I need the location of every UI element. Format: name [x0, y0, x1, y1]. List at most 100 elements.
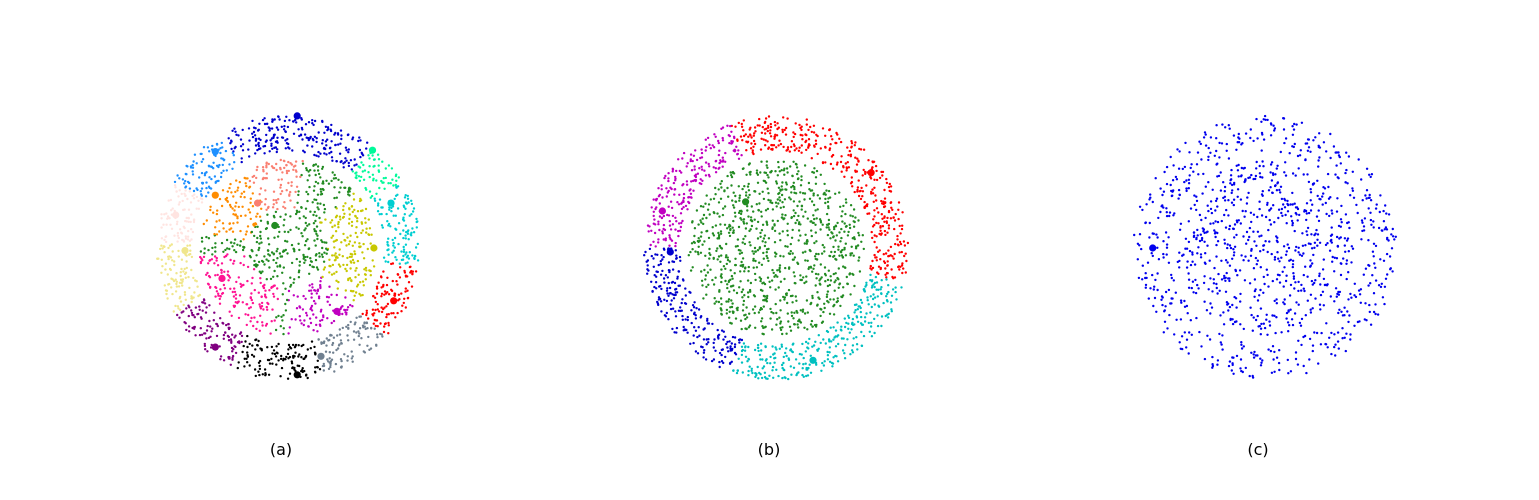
point-p2-c0-349 — [1260, 214, 1264, 217]
point-p1-c4-375 — [832, 255, 835, 258]
point-p0-c9-33 — [384, 167, 387, 170]
point-p2-c0-826 — [1293, 122, 1296, 126]
point-p2-c0-706 — [1346, 310, 1349, 313]
point-p1-c3-253 — [831, 362, 835, 365]
point-p1-c0-317 — [765, 127, 768, 130]
point-p2-c0-98 — [1172, 214, 1175, 217]
point-p0-c6-63 — [339, 339, 343, 342]
point-p1-c1-191 — [740, 154, 743, 157]
point-p0-c3-38 — [183, 267, 186, 271]
point-p2-c0-629 — [1214, 235, 1217, 239]
point-p2-c0-736 — [1291, 203, 1294, 206]
point-p0-c9-13 — [376, 153, 380, 156]
point-p1-c4-212 — [783, 277, 786, 281]
point-p1-c0-294 — [875, 259, 878, 262]
point-p1-c0-291 — [881, 217, 884, 220]
point-p1-c4-458 — [711, 278, 714, 282]
point-p1-c4-355 — [819, 314, 822, 318]
point-p0-c10-26 — [251, 192, 254, 195]
point-p1-c4-723 — [785, 332, 788, 335]
point-p2-c0-337 — [1138, 205, 1142, 208]
point-p1-c4-16 — [814, 182, 818, 185]
point-p0-c2-12 — [160, 213, 163, 216]
point-p2-c0-206 — [1368, 193, 1371, 197]
point-p2-c0-675 — [1337, 177, 1340, 180]
point-p2-c0-546 — [1295, 213, 1298, 216]
point-p0-c5-80 — [306, 348, 309, 351]
point-p2-c0-42 — [1174, 175, 1178, 179]
point-p0-c13-94 — [334, 230, 338, 233]
point-p1-c4-567 — [786, 171, 789, 174]
point-p1-c3-302 — [873, 296, 877, 299]
point-p0-c1-86 — [184, 186, 187, 189]
point-p1-c0-334 — [782, 116, 785, 119]
point-p0-c12-287 — [267, 259, 270, 263]
point-p1-c0-375 — [753, 132, 756, 135]
point-p1-c3-51 — [828, 351, 831, 354]
point-p1-c4-260 — [801, 308, 805, 311]
point-p0-c1-13 — [208, 176, 211, 179]
point-p1-c3-205 — [851, 351, 855, 354]
point-p1-c1-105 — [661, 232, 664, 235]
point-p1-c4-192 — [789, 198, 792, 201]
point-p2-c0-335 — [1167, 288, 1171, 292]
point-p2-c0-654 — [1363, 217, 1367, 220]
point-p1-c0-133 — [873, 240, 876, 244]
point-p0-c14-53 — [230, 314, 233, 317]
point-p0-c12-259 — [339, 186, 342, 189]
point-p1-c4-216 — [725, 308, 729, 312]
point-p1-c1-11 — [652, 240, 655, 243]
point-p0-c0-16 — [338, 152, 342, 155]
point-p0-c12-291 — [322, 182, 325, 185]
point-p0-c12-277 — [279, 325, 282, 328]
point-p1-c0-297 — [856, 157, 859, 160]
point-p1-c4-793 — [795, 163, 798, 166]
point-p2-c0-45 — [1264, 240, 1267, 243]
point-p0-c15-49 — [316, 288, 320, 291]
point-p1-c4-239 — [784, 214, 787, 217]
point-p0-c2-63 — [184, 235, 187, 238]
point-p1-c0-72 — [872, 200, 875, 203]
point-p0-c11-84 — [279, 186, 282, 189]
point-p0-c0-74 — [295, 121, 298, 124]
point-p1-c4-504 — [782, 160, 785, 163]
point-p1-c4-534 — [729, 285, 733, 288]
point-p0-c4-59 — [188, 306, 191, 309]
point-p0-c12-206 — [321, 255, 324, 259]
point-p1-c3-101 — [744, 346, 747, 349]
point-p0-c12-105 — [275, 250, 278, 253]
point-p1-c4-763 — [693, 227, 697, 230]
point-p0-c15-60 — [316, 330, 319, 333]
point-p1-c0-250 — [760, 137, 763, 140]
point-p1-c4-587 — [815, 169, 819, 173]
point-p1-c0-21 — [813, 144, 816, 147]
point-p2-c0-79 — [1228, 227, 1231, 231]
point-p1-c0-263 — [793, 149, 796, 152]
point-p1-c4-251 — [758, 202, 761, 205]
point-p1-c4-168 — [778, 196, 781, 199]
point-p2-c0-449 — [1311, 344, 1315, 347]
point-p2-c0-754 — [1239, 323, 1242, 326]
point-p0-c3-69 — [174, 290, 178, 293]
point-p1-c4-465 — [705, 216, 708, 220]
point-p1-c4-552 — [706, 208, 710, 211]
point-p2-c0-581 — [1190, 333, 1194, 336]
point-p1-c3-203 — [760, 376, 764, 380]
point-p0-c11-55 — [272, 166, 276, 170]
point-p1-c4-219 — [837, 248, 840, 251]
point-p0-c12-62 — [255, 254, 258, 257]
point-p0-c14-104 — [266, 301, 269, 305]
point-p1-c4-714 — [725, 242, 728, 246]
point-p0-c0-58 — [265, 122, 269, 126]
point-p0-c13-7 — [343, 212, 346, 215]
point-p1-c1-56 — [661, 196, 664, 199]
point-p0-c7-62 — [404, 290, 407, 293]
point-p0-c8-30 — [388, 208, 391, 211]
point-p0-c10-21 — [248, 211, 252, 214]
point-p1-c0-98 — [839, 160, 843, 164]
point-p0-c7-100 — [376, 303, 379, 306]
point-p0-c1-4 — [199, 190, 202, 193]
point-p1-c4-92 — [792, 160, 795, 163]
point-p1-c3-239 — [789, 349, 792, 352]
point-p0-c2-46 — [184, 237, 188, 240]
